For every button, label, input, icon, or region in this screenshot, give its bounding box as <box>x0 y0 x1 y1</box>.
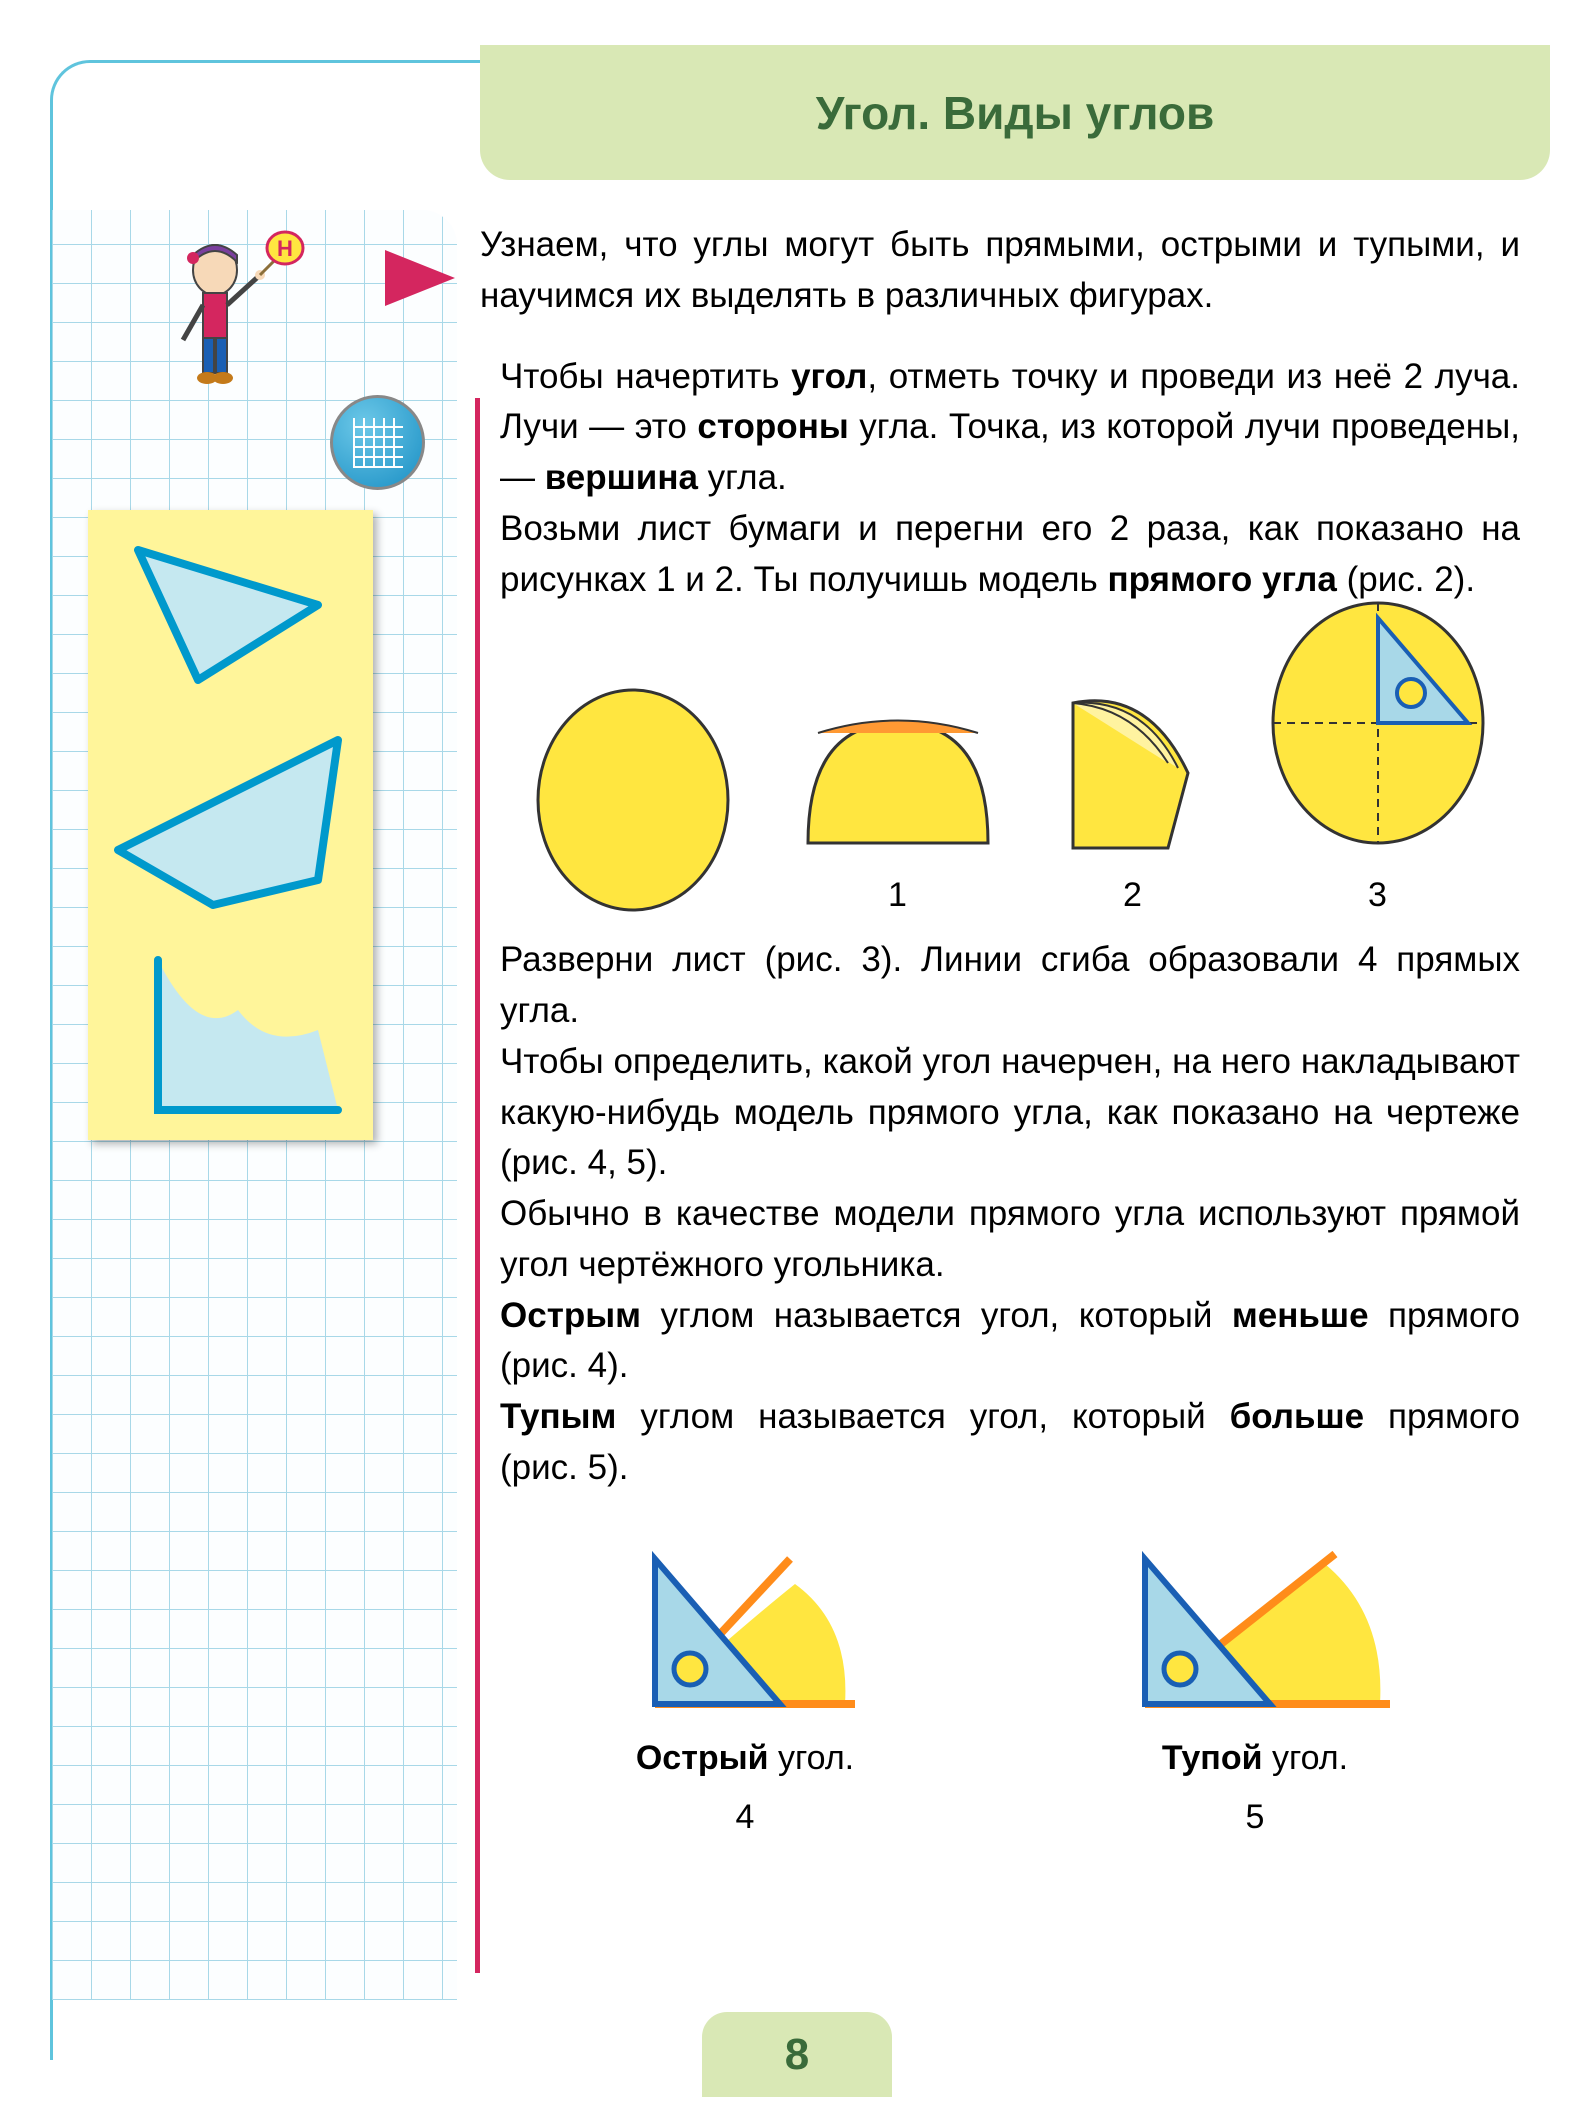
fold-figures: 1 2 3 <box>500 630 1520 920</box>
angle-figures: Острый угол. 4 Тупой угол. 5 <box>500 1524 1520 1843</box>
intro-text: Узнаем, что углы могут быть прямыми, ост… <box>480 220 1520 322</box>
acute-num: 4 <box>736 1793 755 1842</box>
fold-fig-2: 2 <box>1058 673 1208 920</box>
pointer-triangle-icon <box>385 250 455 306</box>
page-number: 8 <box>702 2012 892 2097</box>
globe-icon <box>330 395 425 490</box>
text-p3: Обычно в качестве модели прямого угла ис… <box>500 1189 1520 1291</box>
fold-label-2: 2 <box>1123 871 1142 920</box>
page-title: Угол. Виды углов <box>816 86 1215 140</box>
fold-fig-3: 3 <box>1263 593 1493 920</box>
svg-text:Н: Н <box>277 236 293 261</box>
definition-p2: Возьми лист бумаги и перегни его 2 раза,… <box>500 504 1520 606</box>
title-banner: Угол. Виды углов <box>480 45 1550 180</box>
acute-figure: Острый угол. 4 <box>615 1524 875 1843</box>
text-p2: Чтобы определить, какой угол начерчен, н… <box>500 1037 1520 1189</box>
text-p1: Разверни лист (рис. 3). Линии сгиба обра… <box>500 935 1520 1037</box>
content-area: Узнаем, что углы могут быть прямыми, ост… <box>480 220 1520 1842</box>
definition-p1: Чтобы начертить угол, отметь точку и про… <box>500 352 1520 504</box>
obtuse-num: 5 <box>1246 1793 1265 1842</box>
acute-caption: Острый угол. <box>636 1734 854 1783</box>
fold-label-3: 3 <box>1368 871 1387 920</box>
obtuse-caption: Тупой угол. <box>1162 1734 1348 1783</box>
fold-label-1: 1 <box>888 871 907 920</box>
obtuse-figure: Тупой угол. 5 <box>1105 1524 1405 1843</box>
yellow-side-panel <box>88 510 373 1140</box>
text-p5: Тупым углом называется угол, который бол… <box>500 1392 1520 1494</box>
fold-fig-1: 1 <box>793 703 1003 920</box>
character-icon: Н <box>165 220 305 400</box>
fold-fig-0 <box>528 680 738 920</box>
text-p4: Острым углом называется угол, который ме… <box>500 1291 1520 1393</box>
